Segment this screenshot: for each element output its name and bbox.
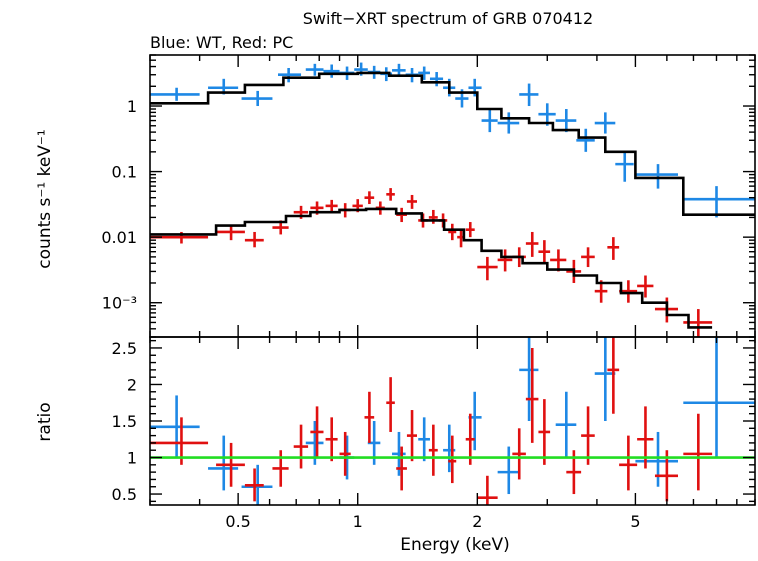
wt-spectrum-data-point	[497, 112, 520, 134]
lower-y-tick-label: 2.5	[112, 339, 137, 358]
wt-spectrum-data-point	[519, 83, 539, 107]
wt-spectrum-data-point	[635, 164, 679, 189]
wt-spectrum-data-point	[418, 66, 430, 80]
pc-model-line	[150, 207, 713, 329]
upper-y-axis-label: counts s⁻¹ keV⁻¹	[35, 129, 55, 268]
pc-spectrum-data-point	[525, 231, 539, 257]
pc-ratio-data-point	[364, 391, 375, 443]
wt-spectrum-data-point	[429, 72, 444, 87]
lower-y-tick-label: 2	[127, 375, 137, 394]
pc-ratio-data-point	[216, 442, 245, 487]
wt-ratio-data-point	[497, 446, 520, 495]
pc-ratio-data-point	[477, 475, 498, 505]
lower-y-tick-label: 1	[127, 449, 137, 468]
pc-ratio-data-point	[386, 377, 395, 432]
pc-spectrum-data-point	[448, 223, 457, 241]
chart-title: Swift−XRT spectrum of GRB 070412	[303, 9, 593, 28]
pc-ratio-data-point	[293, 424, 309, 469]
x-tick-label: 2	[472, 512, 482, 531]
pc-spectrum-data-point	[497, 249, 513, 272]
pc-ratio-data-point	[581, 406, 595, 465]
x-axis-label: Energy (keV)	[400, 535, 510, 555]
wt-spectrum-data-point	[305, 63, 324, 76]
wt-ratio-data-point	[555, 391, 577, 458]
pc-spectrum-data-point	[325, 199, 338, 213]
wt-spectrum-data-point	[481, 109, 498, 133]
pc-ratio-data-point	[244, 468, 264, 502]
pc-spectrum-data-point	[581, 247, 595, 268]
pc-spectrum-data-point	[396, 207, 407, 223]
lower-panel	[150, 337, 755, 505]
pc-spectrum-data-point	[386, 188, 395, 201]
upper-y-tick-label: 1	[127, 97, 137, 116]
lower-y-axis-label: ratio	[35, 402, 55, 441]
wt-spectrum-data-point	[594, 112, 616, 134]
pc-ratio-data-point	[325, 417, 338, 462]
pc-ratio-data-point	[637, 406, 654, 469]
wt-spectrum-data-point	[683, 186, 755, 218]
pc-ratio-data-point	[428, 424, 438, 476]
wt-ratio-data-point	[594, 337, 616, 421]
upper-y-tick-label: 0.01	[101, 228, 137, 247]
pc-ratio-data-point	[448, 435, 457, 484]
wt-ratio-data-point	[519, 337, 539, 421]
wt-ratio-data-point	[208, 435, 239, 491]
chart-subtitle: Blue: WT, Red: PC	[150, 33, 293, 52]
pc-ratio-data-point	[607, 337, 620, 414]
x-tick-label: 0.5	[225, 512, 250, 531]
x-tick-label: 5	[630, 512, 640, 531]
pc-spectrum-data-point	[216, 225, 245, 241]
pc-ratio-data-point	[512, 428, 526, 480]
pc-spectrum-data-point	[538, 240, 551, 264]
pc-ratio-data-point	[396, 446, 407, 491]
pc-spectrum-data-point	[477, 256, 498, 281]
pc-ratio-data-point	[272, 450, 289, 487]
wt-spectrum-data-point	[323, 64, 340, 78]
pc-spectrum-data-point	[550, 249, 567, 272]
wt-spectrum-data-point	[150, 87, 200, 101]
wt-ratio-data-point	[150, 395, 200, 458]
wt-spectrum-data-point	[576, 128, 595, 152]
wt-spectrum-data-point	[555, 109, 577, 133]
pc-ratio-data-point	[339, 431, 351, 476]
pc-ratio-data-point	[310, 406, 324, 458]
pc-spectrum-data-point	[465, 222, 475, 238]
pc-ratio-data-point	[619, 435, 638, 491]
x-tick-label: 1	[353, 512, 363, 531]
pc-spectrum-data-point	[607, 237, 620, 260]
axes: 0.5 1 2 5 1 0.1 0.01 10⁻³ 0.5 1 1.5 2 2.5	[101, 54, 756, 531]
wt-spectrum-data-point	[615, 151, 634, 182]
wt-ratio-data-point	[683, 337, 755, 458]
wt-spectrum-data-point	[241, 90, 273, 107]
upper-panel	[150, 62, 755, 337]
pc-ratio-data-point	[406, 410, 418, 462]
upper-y-tick-label: 0.1	[112, 163, 137, 182]
pc-ratio-data-point	[538, 399, 551, 465]
upper-y-tick-label: 10⁻³	[102, 294, 137, 313]
pc-spectrum-data-point	[244, 231, 264, 248]
pc-ratio-data-point	[525, 347, 539, 443]
lower-y-tick-label: 1.5	[112, 412, 137, 431]
upper-plot-frame	[149, 54, 756, 338]
wt-spectrum-data-point	[278, 68, 302, 83]
wt-ratio-data-point	[635, 431, 679, 487]
wt-model-line	[150, 71, 755, 216]
pc-ratio-data-point	[683, 413, 713, 491]
pc-spectrum-data-point	[364, 191, 375, 205]
wt-ratio-data-point	[418, 417, 430, 462]
pc-spectrum-data-point	[406, 194, 418, 209]
lower-y-tick-label: 0.5	[112, 485, 137, 504]
pc-spectrum-data-point	[637, 275, 654, 298]
